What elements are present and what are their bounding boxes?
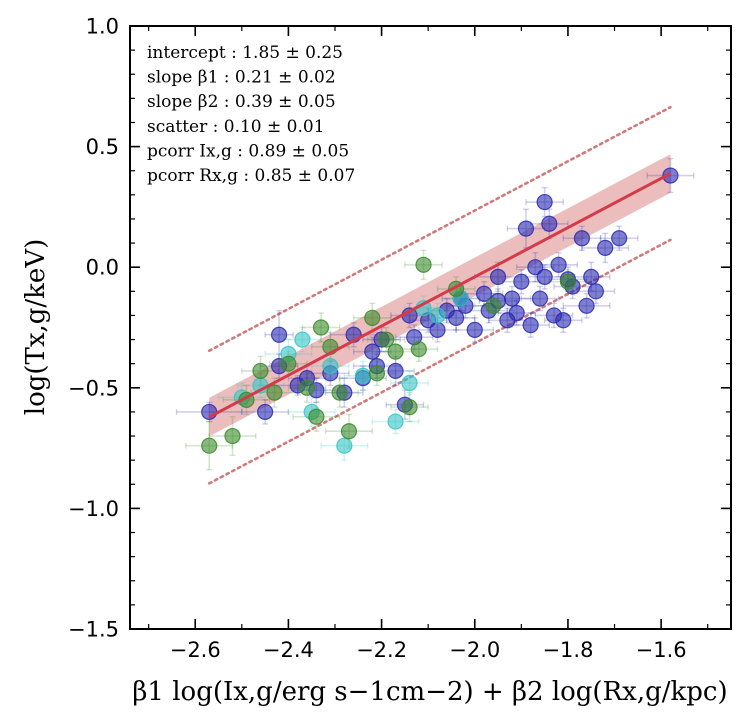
- fit-annotations: intercept : 1.85 ± 0.25 slope β1 : 0.21 ±…: [147, 43, 355, 186]
- data-point-green: [298, 379, 316, 396]
- data-point-green: [368, 365, 386, 382]
- data-point-green: [201, 437, 218, 454]
- data-point-teal: [322, 357, 339, 375]
- annotation-line: pcorr Rx,g : 0.85 ± 0.07: [147, 166, 355, 186]
- y-tick-label: −0.5: [68, 376, 119, 400]
- data-points: [201, 167, 679, 454]
- data-point-green: [410, 341, 427, 358]
- data-point-navy: [466, 321, 483, 339]
- data-point-navy: [555, 312, 572, 329]
- x-tick-label: −2.6: [170, 638, 221, 662]
- data-point-navy: [503, 290, 521, 307]
- y-tick-label: −1.5: [68, 618, 119, 642]
- y-tick-label: −1.0: [68, 497, 119, 521]
- data-point-navy: [662, 167, 679, 184]
- data-point-navy: [270, 326, 288, 343]
- annotation-line: scatter : 0.10 ± 0.01: [147, 117, 325, 137]
- best-fit-line: [208, 172, 672, 419]
- data-point-green: [378, 331, 395, 348]
- data-point-teal: [429, 307, 446, 324]
- data-point-green: [387, 343, 404, 360]
- data-point-teal: [401, 374, 418, 392]
- data-point-navy: [536, 193, 553, 211]
- x-tick-label: −2.4: [263, 638, 314, 662]
- scatter-upper-line: [207, 105, 672, 353]
- data-point-navy: [611, 230, 628, 247]
- annotation-line: slope β2 : 0.39 ± 0.05: [147, 92, 336, 112]
- x-tick-labels: −2.6 −2.4 −2.2 −2.0 −1.8 −1.6: [170, 638, 687, 662]
- data-point-navy: [587, 283, 604, 300]
- data-point-navy: [573, 230, 591, 247]
- data-point-navy: [387, 362, 404, 380]
- data-point-navy: [583, 268, 600, 285]
- data-point-navy: [597, 239, 614, 257]
- x-tick-label: −2.0: [449, 638, 500, 662]
- data-point-teal: [336, 437, 353, 454]
- data-point-navy: [527, 259, 544, 276]
- plot-area: [175, 105, 695, 485]
- x-tick-label: −1.8: [542, 638, 593, 662]
- data-point-green: [280, 355, 297, 372]
- x-tick-label: −2.2: [356, 638, 407, 662]
- data-point-green: [364, 309, 381, 326]
- y-tick-labels: 1.0 0.5 0.0 −0.5 −1.0 −1.5: [68, 15, 119, 642]
- y-tick-label: 1.0: [86, 15, 119, 39]
- data-point-green: [224, 427, 241, 445]
- data-point-green: [401, 398, 418, 416]
- data-point-navy: [201, 403, 218, 421]
- data-point-navy: [475, 285, 493, 302]
- data-point-navy: [536, 268, 553, 285]
- y-tick-label: 0.0: [86, 256, 119, 280]
- data-point-green: [559, 273, 577, 290]
- y-axis-label: log(Tx,g/keV): [21, 239, 51, 416]
- data-point-navy: [257, 403, 274, 421]
- annotation-line: slope β1 : 0.21 ± 0.02: [147, 68, 336, 88]
- data-point-green: [331, 384, 348, 401]
- data-point-navy: [531, 290, 549, 307]
- data-point-navy: [429, 321, 446, 339]
- y-tick-label: 0.5: [86, 135, 119, 159]
- data-point-navy: [508, 304, 525, 322]
- data-point-teal: [354, 367, 372, 384]
- data-point-navy: [517, 220, 535, 237]
- data-point-navy: [448, 309, 465, 326]
- data-point-navy: [489, 268, 507, 285]
- plot-frame: [129, 25, 732, 630]
- x-axis-label: β1 log(Ix,g/erg s−1cm−2) + β2 log(Rx,g/k…: [132, 677, 727, 707]
- data-point-green: [266, 384, 283, 401]
- data-point-navy: [578, 297, 595, 314]
- data-point-green: [312, 319, 330, 336]
- data-point-navy: [522, 316, 539, 334]
- data-point-green: [485, 297, 502, 314]
- annotation-line: pcorr Ix,g : 0.89 ± 0.05: [147, 141, 349, 161]
- data-point-green: [340, 423, 358, 440]
- data-point-teal: [387, 413, 404, 430]
- data-point-green: [308, 408, 325, 425]
- data-point-navy: [364, 343, 381, 360]
- data-point-green: [252, 362, 269, 380]
- data-point-teal: [294, 331, 311, 348]
- annotation-line: intercept : 1.85 ± 0.25: [147, 43, 343, 63]
- data-point-navy: [541, 215, 558, 232]
- x-tick-label: −1.6: [636, 638, 687, 662]
- data-point-navy: [513, 273, 530, 290]
- data-point-green: [415, 256, 432, 273]
- data-point-navy: [550, 256, 567, 273]
